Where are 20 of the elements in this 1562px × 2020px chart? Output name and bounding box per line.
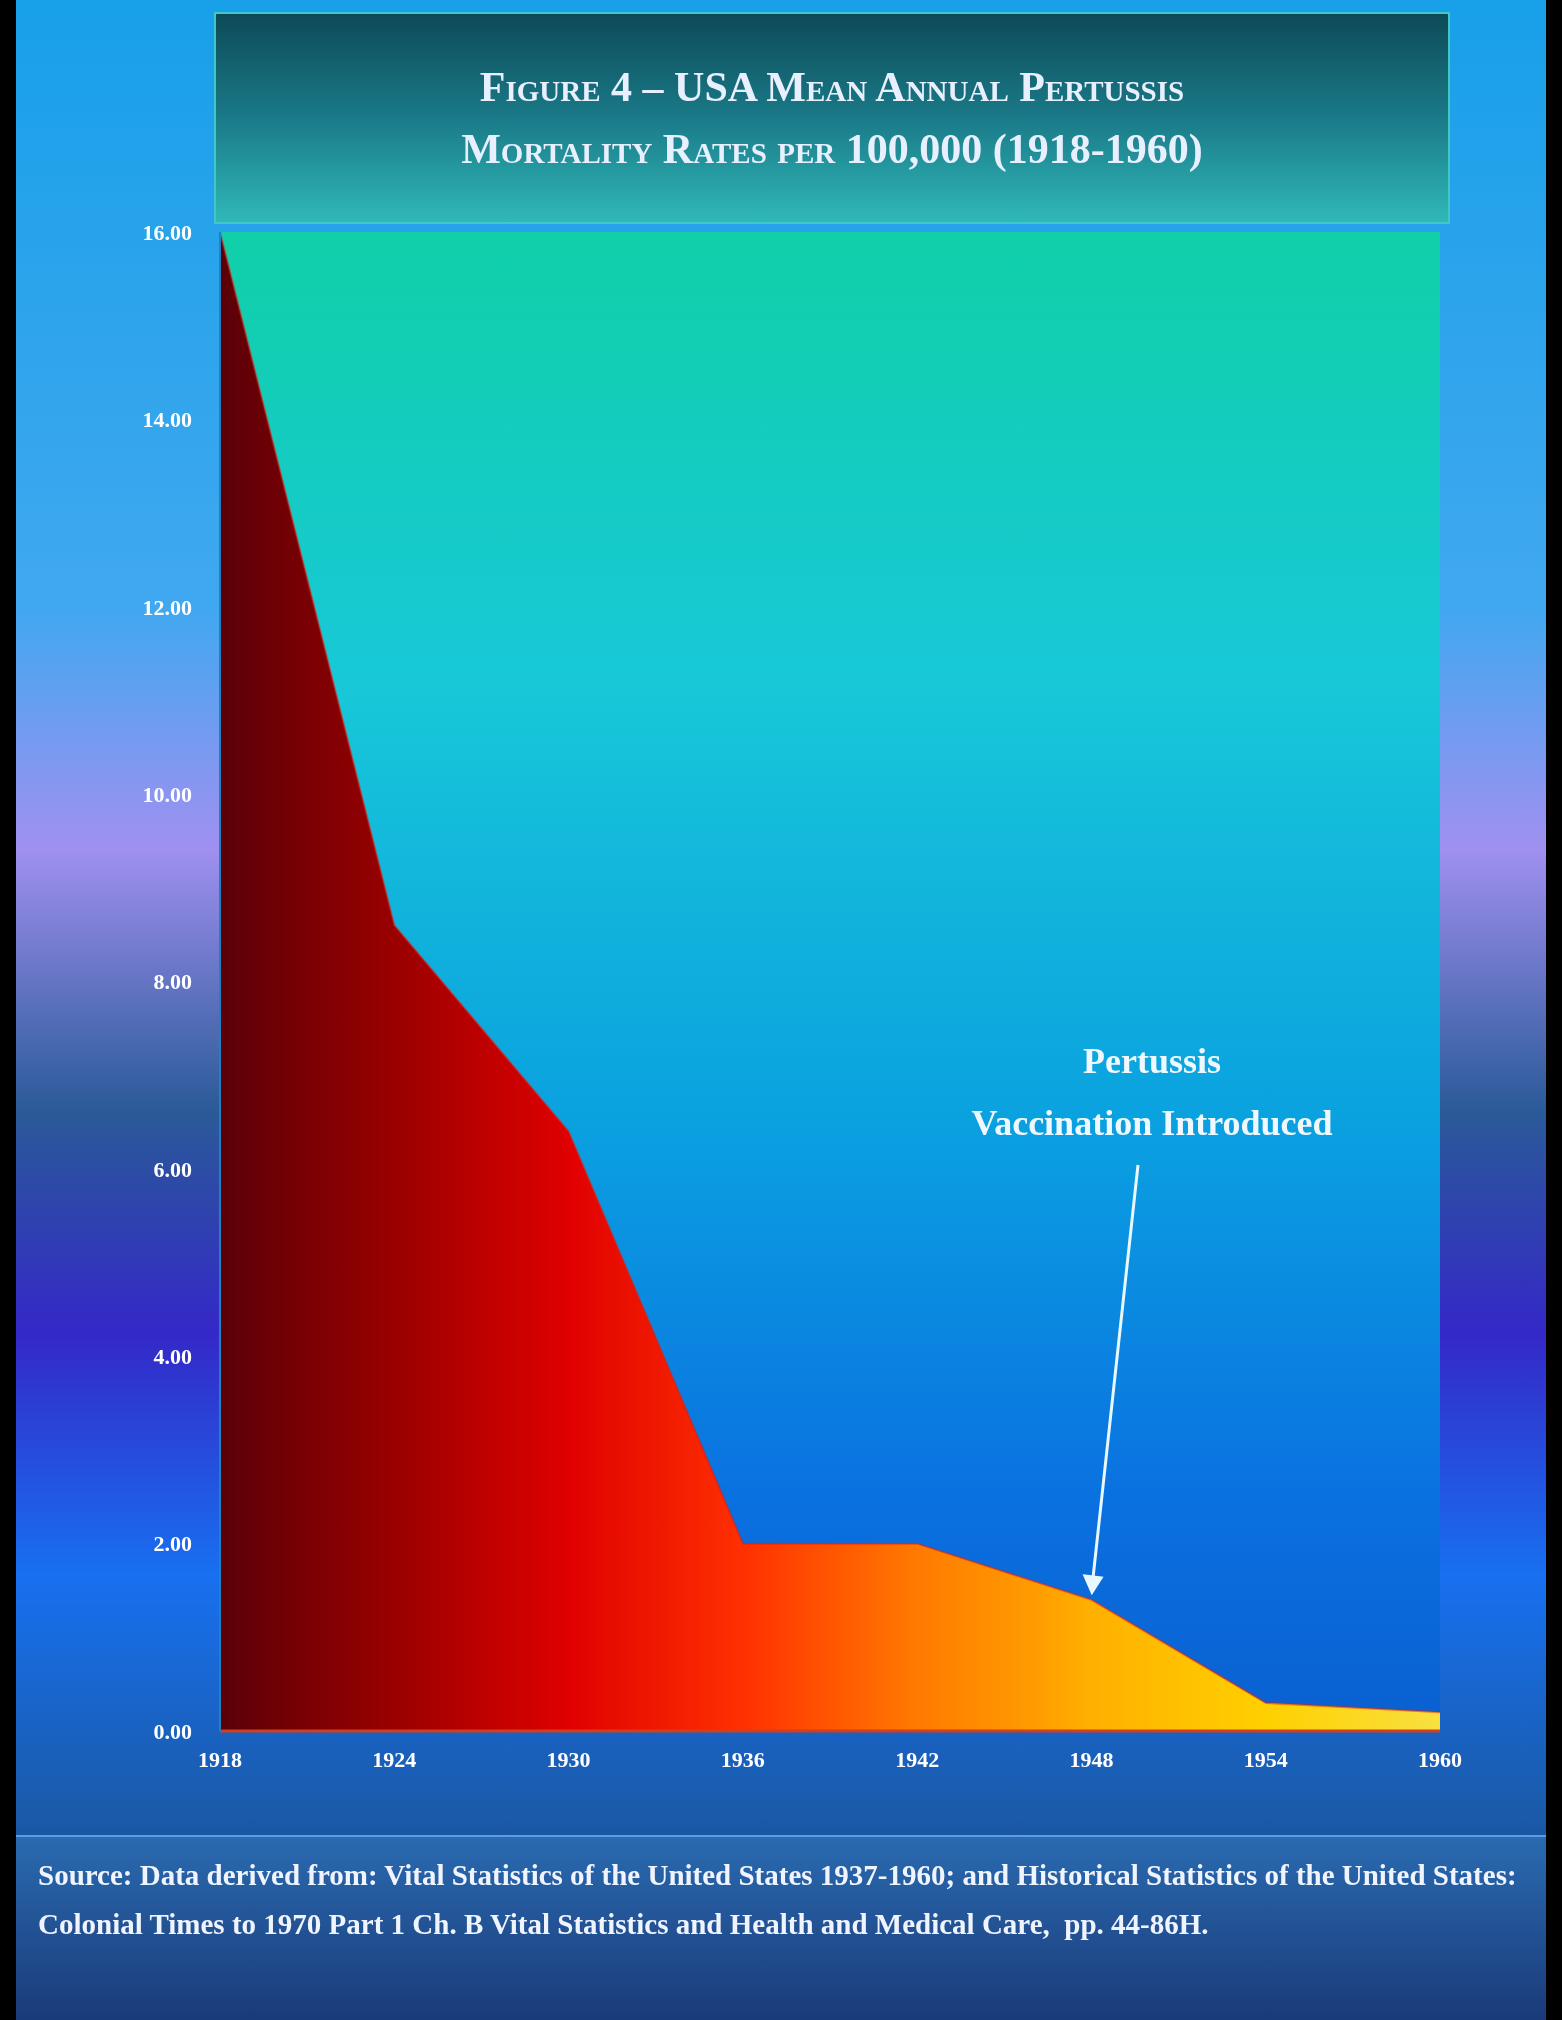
x-tick-label: 1960 bbox=[1418, 1746, 1462, 1772]
y-tick-label: 16.00 bbox=[142, 219, 192, 245]
y-tick-label: 8.00 bbox=[153, 969, 192, 995]
x-tick-label: 1948 bbox=[1069, 1746, 1114, 1772]
x-tick-label: 1924 bbox=[372, 1746, 417, 1772]
x-tick-label: 1942 bbox=[895, 1746, 940, 1772]
x-tick-label: 1930 bbox=[546, 1746, 591, 1772]
y-tick-label: 14.00 bbox=[142, 407, 192, 433]
x-tick-label: 1936 bbox=[720, 1746, 765, 1772]
source-note: Source: Data derived from: Vital Statistics of the United States 1937-1960; and Historical Statistics of the United States: Colonial Times to 1970 Part 1 Ch. B Vital Statistics and Health and Medical Care, pp. 44-86H. bbox=[37, 1858, 1518, 1942]
annotation: Pertussis Vaccination Introduced bbox=[970, 1040, 1334, 1145]
chart-title: Figure 4 – USA Mean Annual Pertussis Mortality Rates per 100,000 (1918-1960) bbox=[461, 63, 1203, 174]
y-tick-label: 6.00 bbox=[153, 1156, 192, 1182]
y-tick-label: 12.00 bbox=[142, 594, 192, 620]
y-tick-label: 0.00 bbox=[153, 1718, 192, 1744]
y-tick-label: 4.00 bbox=[153, 1344, 192, 1370]
y-tick-label: 2.00 bbox=[153, 1531, 192, 1557]
y-tick-label: 10.00 bbox=[142, 781, 192, 807]
x-tick-label: 1918 bbox=[198, 1746, 242, 1772]
x-tick-label: 1954 bbox=[1243, 1746, 1288, 1772]
